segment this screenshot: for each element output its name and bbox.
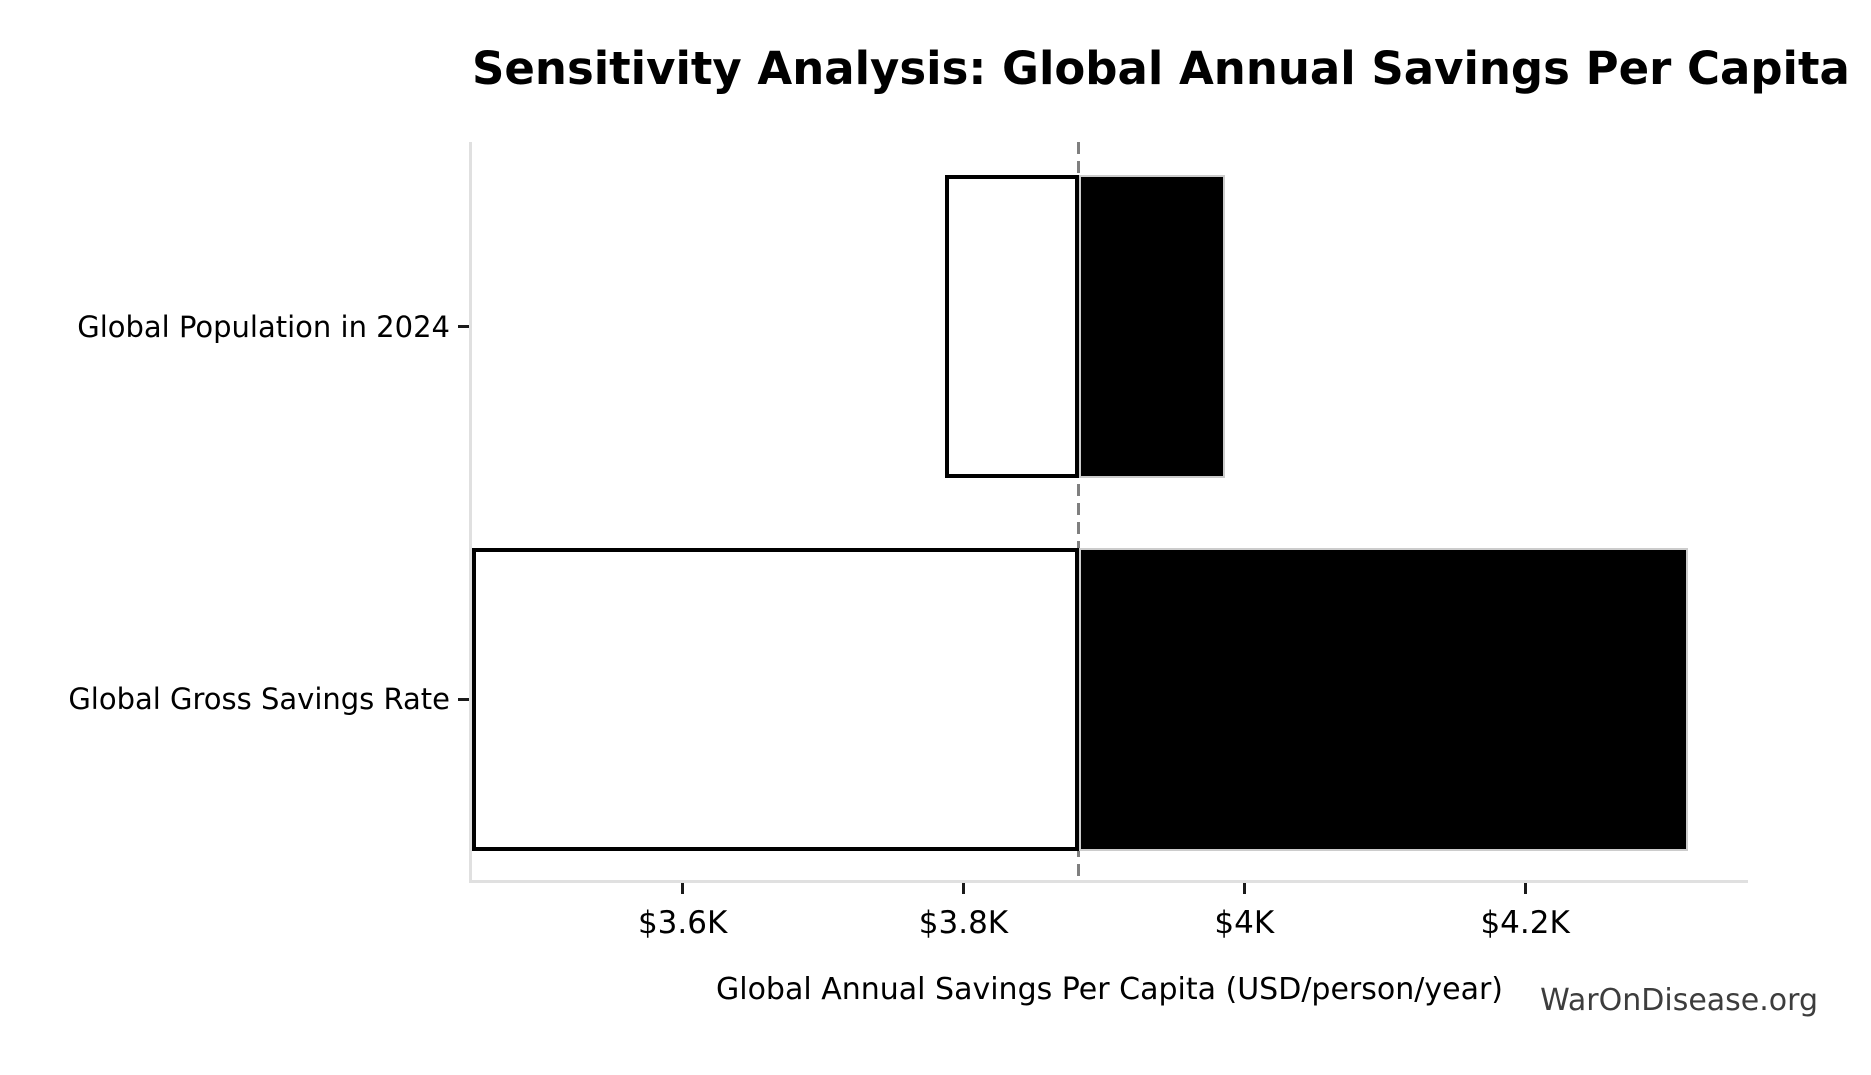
x-axis-label: Global Annual Savings Per Capita (USD/pe…: [715, 972, 1504, 1007]
chart-title: Sensitivity Analysis: Global Annual Savi…: [472, 42, 1850, 95]
x-tick-label: $3.8K: [918, 905, 1009, 941]
x-tick-label: $4.2K: [1480, 905, 1570, 941]
left-axis-spine: [469, 142, 472, 883]
tornado-bar-high-segment: [1078, 547, 1688, 851]
baseline-dashed-line: [1077, 142, 1081, 880]
category-label: Global Gross Savings Rate: [68, 682, 450, 717]
tornado-bar-high-segment: [1078, 175, 1225, 478]
watermark-text: WarOnDisease.org: [1540, 983, 1818, 1018]
y-tick: [458, 697, 469, 701]
tornado-bar-low-segment: [945, 175, 1079, 478]
x-tick: [1523, 883, 1527, 894]
x-tick: [961, 883, 965, 894]
x-tick-label: $4K: [1214, 905, 1275, 941]
x-tick: [681, 883, 685, 894]
plot-area: $3.6K $3.8K $4K $4.2K Global Population in 2…: [68, 142, 1748, 941]
x-tick: [1242, 883, 1246, 894]
bottom-axis-spine: [469, 880, 1748, 883]
category-label: Global Population in 2024: [77, 309, 450, 344]
tornado-bar-low-segment: [472, 547, 1079, 851]
x-tick-label: $3.6K: [637, 905, 728, 941]
y-tick: [458, 325, 469, 328]
